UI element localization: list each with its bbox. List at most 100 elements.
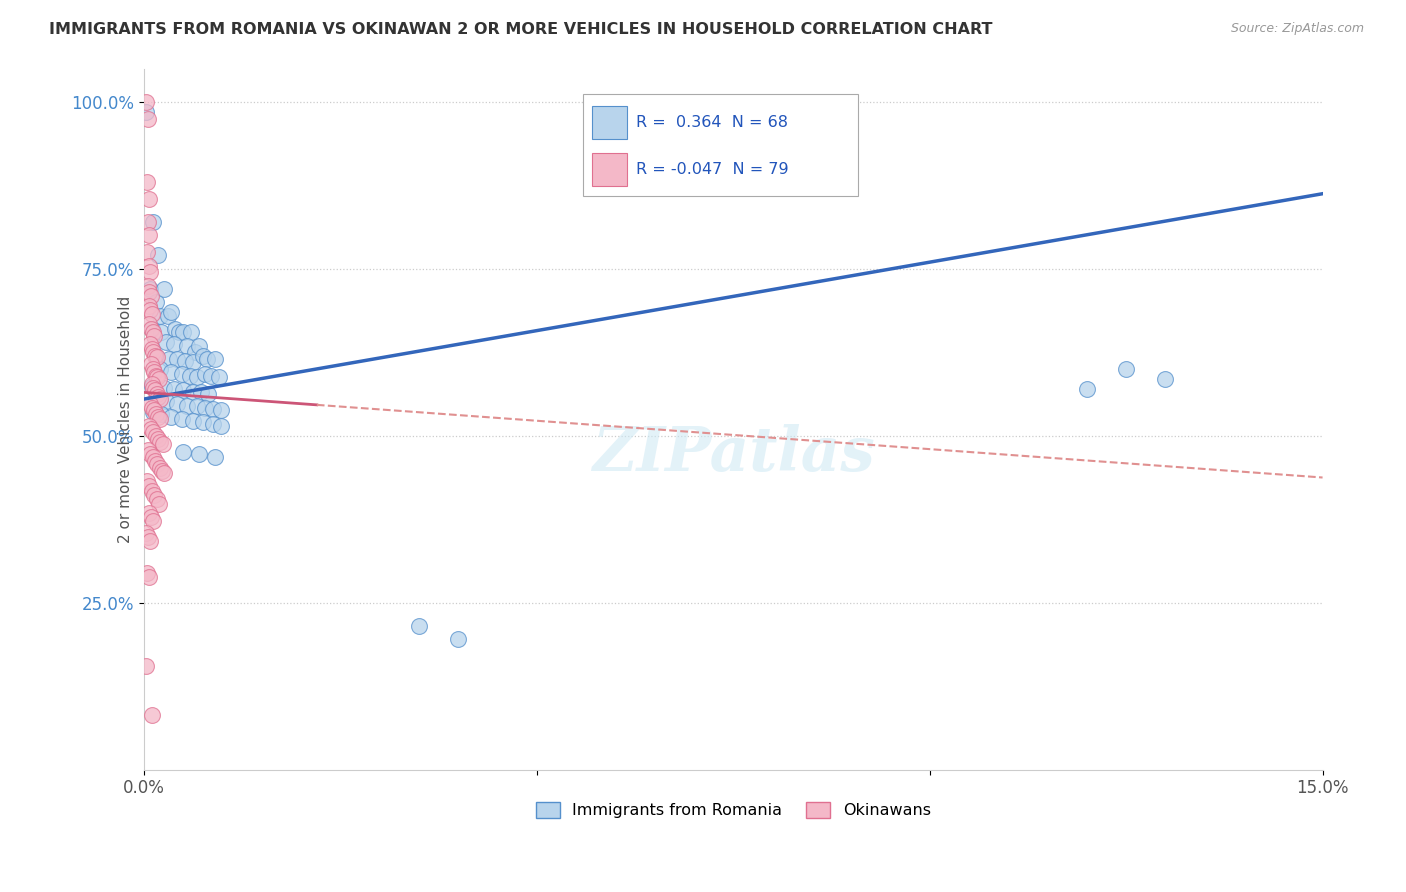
Point xyxy=(136,112,159,126)
Point xyxy=(186,370,208,384)
Point xyxy=(142,381,165,395)
Point xyxy=(141,707,163,722)
Point xyxy=(141,401,163,415)
Point xyxy=(194,368,217,382)
Point xyxy=(136,566,159,580)
Point xyxy=(139,303,162,318)
Point xyxy=(138,506,160,520)
Point xyxy=(160,365,183,379)
Point xyxy=(139,336,162,351)
Point xyxy=(145,350,167,364)
Point xyxy=(148,372,170,386)
Point xyxy=(143,454,166,468)
Point xyxy=(136,443,159,458)
Text: Source: ZipAtlas.com: Source: ZipAtlas.com xyxy=(1230,22,1364,36)
Point xyxy=(145,387,167,401)
Point xyxy=(138,192,160,206)
Point xyxy=(138,317,160,331)
Point xyxy=(197,387,219,401)
Text: ZIPatlas: ZIPatlas xyxy=(592,424,875,484)
Point xyxy=(146,370,169,384)
Text: IMMIGRANTS FROM ROMANIA VS OKINAWAN 2 OR MORE VEHICLES IN HOUSEHOLD CORRELATION : IMMIGRANTS FROM ROMANIA VS OKINAWAN 2 OR… xyxy=(49,22,993,37)
Point xyxy=(135,659,157,673)
Point xyxy=(136,175,159,189)
Point xyxy=(142,215,165,229)
Point xyxy=(146,457,169,471)
Point xyxy=(143,365,166,379)
Point xyxy=(165,322,187,336)
Point xyxy=(139,510,162,524)
Point xyxy=(148,497,170,511)
Point xyxy=(146,432,169,446)
Point xyxy=(207,370,229,384)
Point xyxy=(142,514,165,528)
Legend: Immigrants from Romania, Okinawans: Immigrants from Romania, Okinawans xyxy=(529,796,938,825)
Point xyxy=(176,338,198,352)
Point xyxy=(184,345,207,359)
Point xyxy=(139,357,162,371)
Text: R = -0.047  N = 79: R = -0.047 N = 79 xyxy=(636,162,789,178)
Point xyxy=(136,474,159,488)
Point xyxy=(179,368,201,383)
Point xyxy=(160,410,183,425)
Point xyxy=(136,215,159,229)
Point xyxy=(139,534,162,549)
Point xyxy=(172,384,194,398)
Point xyxy=(191,349,214,363)
Point xyxy=(149,435,172,450)
Point xyxy=(138,418,160,433)
Point xyxy=(447,632,470,647)
Point xyxy=(135,104,157,119)
Point xyxy=(170,368,193,382)
Point xyxy=(136,245,159,260)
Point xyxy=(146,410,169,425)
Point xyxy=(202,402,225,417)
Point xyxy=(157,351,180,366)
Point xyxy=(194,401,217,415)
Point xyxy=(204,450,226,464)
Point xyxy=(152,381,174,395)
Point xyxy=(145,295,167,310)
Point xyxy=(149,392,172,406)
Point xyxy=(138,479,160,493)
Point xyxy=(150,326,173,340)
Point xyxy=(138,570,160,584)
Point xyxy=(149,412,172,426)
Point xyxy=(204,351,226,366)
Point xyxy=(200,368,222,383)
Point xyxy=(181,355,204,369)
Point xyxy=(145,392,167,406)
Point xyxy=(146,390,169,404)
Point xyxy=(139,422,162,436)
Point xyxy=(1154,372,1177,386)
Point xyxy=(155,335,177,350)
Bar xyxy=(592,153,627,186)
Point xyxy=(149,362,172,376)
Point xyxy=(138,228,160,243)
Point xyxy=(150,463,173,477)
Point xyxy=(138,299,160,313)
Point xyxy=(141,483,163,498)
Point xyxy=(139,288,162,302)
Point xyxy=(186,399,208,413)
Point xyxy=(209,418,232,433)
Point xyxy=(1115,362,1137,376)
Point xyxy=(160,305,183,319)
Point xyxy=(172,326,194,340)
Point xyxy=(145,349,167,363)
Point xyxy=(135,95,157,109)
Point xyxy=(188,448,211,462)
Point xyxy=(176,399,198,413)
Point xyxy=(139,448,162,462)
Point xyxy=(143,403,166,417)
Point xyxy=(209,403,232,417)
Point xyxy=(136,278,159,293)
Point xyxy=(149,460,172,475)
Point xyxy=(1076,382,1098,396)
Point xyxy=(141,376,163,391)
Point xyxy=(141,322,163,336)
Point xyxy=(143,349,166,363)
Point xyxy=(139,322,162,336)
Point xyxy=(195,351,218,366)
Point xyxy=(149,309,172,323)
